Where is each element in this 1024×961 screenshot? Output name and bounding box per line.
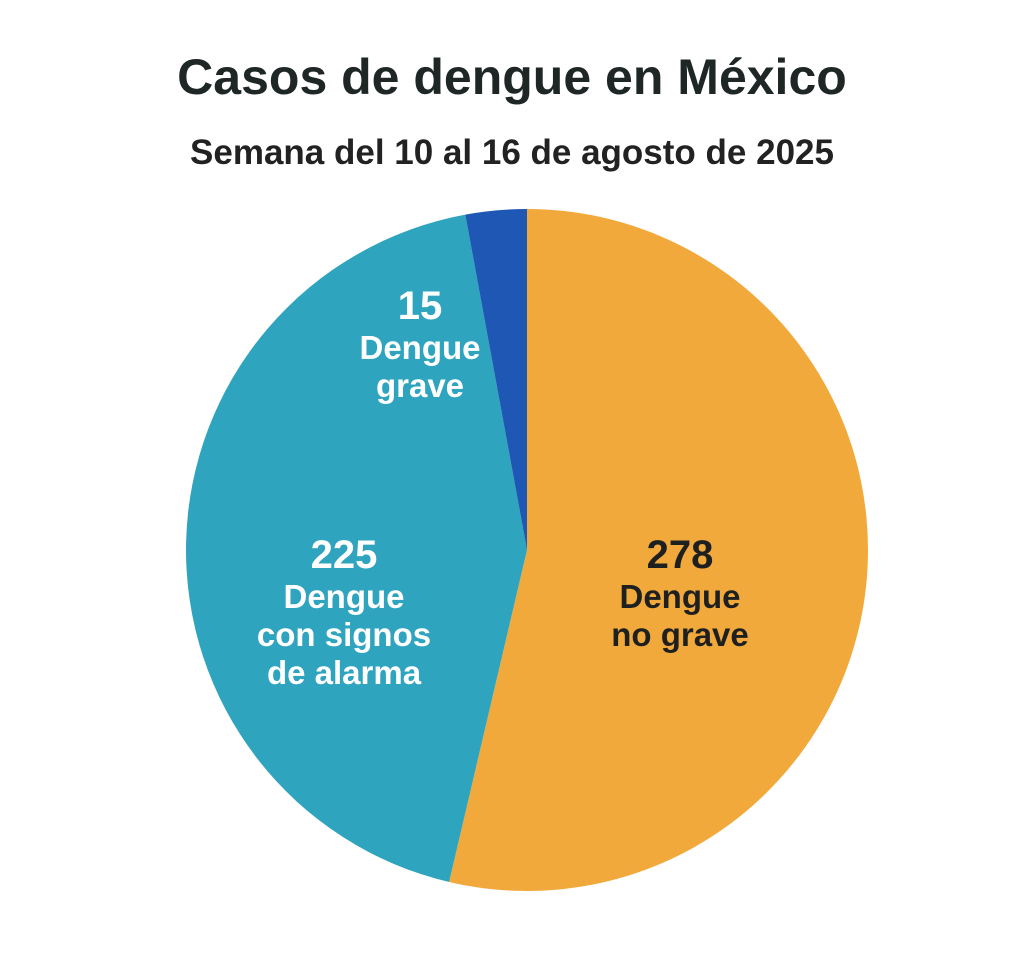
- slice-name-line: Dengue: [359, 329, 481, 366]
- pie-slice-1: [185, 214, 527, 882]
- pie-slice-2: [465, 209, 527, 550]
- slice-value: 225: [310, 533, 378, 577]
- slice-name-line: no grave: [611, 615, 749, 653]
- slice-name-line: Dengue: [283, 578, 405, 615]
- slice-value: 278: [646, 533, 714, 577]
- slice-label-signos-alarma: 225 Dengue con signos de alarma: [224, 532, 464, 692]
- slice-value: 15: [397, 284, 443, 328]
- pie-slice-0: [449, 209, 868, 892]
- slice-name-line: Dengue: [619, 578, 741, 615]
- slice-label-grave: 15 Dengue grave: [300, 283, 540, 405]
- chart-title: Casos de dengue en México: [177, 49, 847, 105]
- slice-label-no-grave: 278 Dengue no grave: [560, 532, 800, 654]
- slice-name-line: de alarma: [266, 653, 422, 691]
- chart-subtitle: Semana del 10 al 16 de agosto de 2025: [190, 133, 834, 172]
- slice-name-line: grave: [375, 366, 465, 404]
- slice-name-line: con signos: [256, 615, 432, 653]
